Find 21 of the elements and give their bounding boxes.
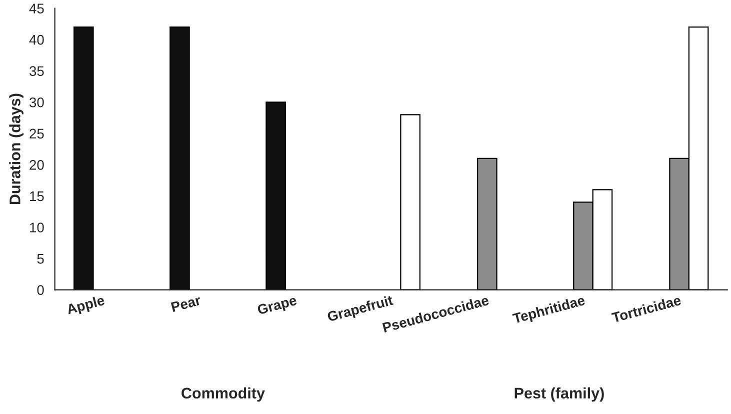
x-tick-label: Apple bbox=[66, 294, 106, 318]
bar bbox=[170, 26, 190, 290]
x-tick-label: Pear bbox=[170, 295, 202, 312]
y-tick-label: 0 bbox=[37, 285, 44, 295]
bar bbox=[73, 26, 94, 290]
text: Pest (family) bbox=[514, 387, 604, 402]
x-tick-label: Grape bbox=[256, 295, 298, 318]
y-tick-label: 10 bbox=[30, 222, 44, 232]
text: Commodity bbox=[182, 387, 265, 402]
y-tick-label: 5 bbox=[37, 254, 44, 264]
y-tick-label: 15 bbox=[30, 191, 44, 202]
bar bbox=[400, 114, 420, 290]
bar bbox=[476, 158, 498, 290]
y-tick-label: 35 bbox=[29, 66, 44, 76]
y-tick-label: 20 bbox=[30, 160, 44, 170]
y-tick-label: 30 bbox=[29, 97, 44, 108]
y-tick-label: 25 bbox=[30, 128, 44, 139]
y-tick-label: 45 bbox=[29, 4, 44, 14]
y-axis-title: Duration (days) bbox=[9, 94, 24, 204]
bar bbox=[266, 102, 286, 290]
y-tick-label: 40 bbox=[29, 34, 44, 45]
